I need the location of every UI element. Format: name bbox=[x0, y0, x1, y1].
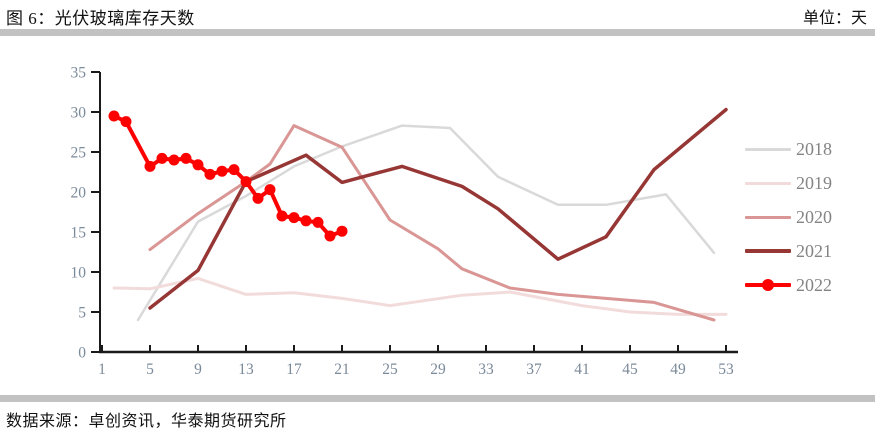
series-line-2018 bbox=[136, 124, 716, 322]
series-marker-2022 bbox=[288, 212, 300, 224]
legend-item-2020: 2020 bbox=[745, 200, 873, 234]
series-marker-2022 bbox=[312, 216, 324, 228]
x-tick-label: 49 bbox=[670, 361, 686, 378]
top-divider bbox=[0, 29, 875, 36]
series-marker-2022 bbox=[252, 192, 264, 204]
y-tick-label: 5 bbox=[78, 305, 86, 322]
legend-label-2018: 2018 bbox=[796, 139, 832, 159]
legend-item-2019: 2019 bbox=[745, 166, 873, 200]
legend-item-2018: 2018 bbox=[745, 132, 873, 166]
series-marker-2022 bbox=[204, 168, 216, 180]
legend-swatch-2022 bbox=[745, 279, 791, 291]
legend-swatch-2021 bbox=[745, 249, 791, 253]
y-tick-label: 25 bbox=[71, 145, 87, 162]
series-line-2019 bbox=[112, 276, 728, 316]
y-tick-label: 20 bbox=[71, 185, 87, 202]
data-source: 数据来源：卓创资讯，华泰期货研究所 bbox=[6, 413, 287, 430]
series-marker-2022 bbox=[228, 164, 240, 176]
legend-swatch-2018 bbox=[745, 147, 791, 151]
series-marker-2022 bbox=[300, 215, 312, 227]
x-tick-label: 33 bbox=[478, 361, 494, 378]
legend-marker-dot bbox=[762, 279, 774, 291]
x-tick-label: 37 bbox=[526, 361, 542, 378]
series-marker-2022 bbox=[156, 152, 168, 164]
legend-swatch-2019 bbox=[745, 181, 791, 185]
x-tick-label: 41 bbox=[574, 361, 590, 378]
x-tick-label: 17 bbox=[286, 361, 302, 378]
series-line-2021 bbox=[148, 107, 728, 310]
legend-item-2022: 2022 bbox=[745, 268, 873, 302]
x-tick-label: 45 bbox=[622, 361, 638, 378]
legend-label-2021: 2021 bbox=[796, 241, 832, 261]
series-marker-2022 bbox=[108, 110, 120, 122]
series-marker-2022 bbox=[192, 159, 204, 171]
series-marker-2022 bbox=[120, 116, 132, 128]
x-tick-label: 5 bbox=[146, 361, 154, 378]
bottom-divider bbox=[0, 395, 875, 402]
x-tick-label: 29 bbox=[430, 361, 446, 378]
series-marker-2022 bbox=[168, 154, 180, 166]
series-marker-2022 bbox=[180, 152, 192, 164]
x-tick-label: 53 bbox=[718, 361, 734, 378]
series-marker-2022 bbox=[324, 230, 336, 242]
figure-title: 图 6：光伏玻璃库存天数 bbox=[6, 9, 195, 28]
x-tick-label: 1 bbox=[98, 361, 106, 378]
y-tick-label: 15 bbox=[71, 225, 87, 242]
x-tick-label: 9 bbox=[194, 361, 202, 378]
figure-header: 图 6：光伏玻璃库存天数 单位：天 bbox=[6, 4, 867, 29]
legend-item-2021: 2021 bbox=[745, 234, 873, 268]
series-marker-2022 bbox=[216, 165, 228, 177]
series-marker-2022 bbox=[336, 225, 348, 237]
unit-label: 单位：天 bbox=[802, 10, 867, 27]
series-marker-2022 bbox=[240, 176, 252, 188]
y-tick-label: 35 bbox=[71, 65, 87, 82]
x-tick-label: 13 bbox=[238, 361, 254, 378]
legend-label-2019: 2019 bbox=[796, 173, 832, 193]
chart-legend: 2018 2019 2020 2021 2022 bbox=[745, 132, 873, 302]
y-tick-label: 10 bbox=[71, 265, 87, 282]
y-tick-label: 30 bbox=[71, 105, 87, 122]
x-tick-label: 21 bbox=[334, 361, 350, 378]
y-tick-label: 0 bbox=[78, 345, 86, 362]
legend-label-2022: 2022 bbox=[796, 275, 832, 295]
series-marker-2022 bbox=[264, 184, 276, 196]
legend-label-2020: 2020 bbox=[796, 207, 832, 227]
series-marker-2022 bbox=[144, 160, 156, 172]
x-tick-label: 25 bbox=[382, 361, 398, 378]
legend-swatch-2020 bbox=[745, 215, 791, 219]
series-marker-2022 bbox=[276, 210, 288, 222]
